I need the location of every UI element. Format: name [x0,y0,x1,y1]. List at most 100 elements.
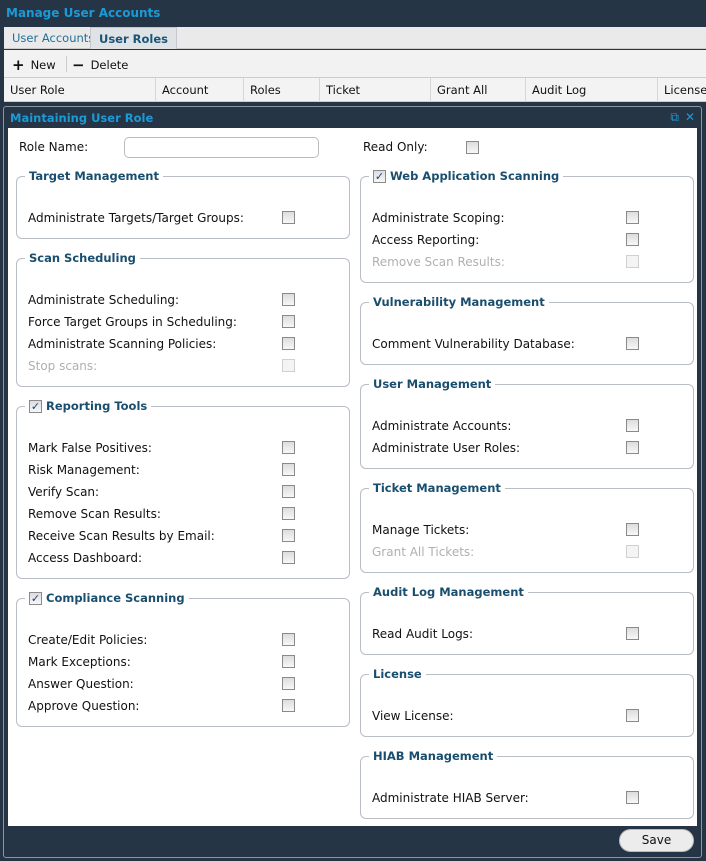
plus-icon: + [12,56,25,74]
permission-label: Administrate User Roles: [372,441,521,455]
column-roles-admin[interactable]: Roles Admin [244,78,320,121]
comment-vulnerability-database-checkbox[interactable] [626,337,639,350]
column-audit-log-management[interactable]: Audit Log Management [526,78,658,121]
administrate-targets-target-groups-checkbox[interactable] [282,211,295,224]
answer-question-checkbox[interactable] [282,677,295,690]
group-title: Vulnerability Management [373,295,545,309]
tab-user-roles[interactable]: User Roles [90,27,177,49]
read-only-checkbox[interactable] [466,141,479,154]
new-button[interactable]: + New [12,56,56,74]
permission-row: Remove Scan Results: [17,503,349,525]
permission-row: Administrate Scheduling: [17,289,349,311]
column-ticket-management[interactable]: Ticket Management [320,78,431,121]
group-legend: Target Management [25,169,163,183]
permission-row: Comment Vulnerability Database: [361,333,693,355]
group-title: Reporting Tools [46,399,148,413]
permission-label: Remove Scan Results: [372,255,505,269]
tab-bar: User Accounts User Roles [4,27,706,49]
permission-row: Administrate User Roles: [361,437,693,459]
permission-row: Administrate Scanning Policies: [17,333,349,355]
administrate-scheduling-checkbox[interactable] [282,293,295,306]
web-application-scanning-group-checkbox[interactable]: ✓ [373,169,386,183]
permission-row: Stop scans: [17,355,349,377]
risk-management-checkbox[interactable] [282,463,295,476]
grant-all-tickets-checkbox [626,545,639,558]
group-legend: Vulnerability Management [369,295,549,309]
access-dashboard-checkbox[interactable] [282,551,295,564]
approve-question-checkbox[interactable] [282,699,295,712]
permission-row: Administrate Targets/Target Groups: [17,207,349,229]
administrate-accounts-checkbox[interactable] [626,419,639,432]
permission-row: Manage Tickets: [361,519,693,541]
close-icon[interactable]: ✕ [684,110,695,124]
verify-scan-checkbox[interactable] [282,485,295,498]
new-label: New [30,58,56,72]
remove-scan-results-checkbox[interactable] [282,507,295,520]
access-reporting-checkbox[interactable] [626,233,639,246]
group-scan-scheduling: Scan Scheduling Administrate Scheduling: F… [16,251,350,387]
reporting-tools-group-checkbox[interactable]: ✓ [29,399,42,413]
group-legend: HIAB Management [369,749,497,763]
restore-icon[interactable]: ⧉ [670,110,679,124]
manage-tickets-checkbox[interactable] [626,523,639,536]
role-name-input[interactable] [124,137,319,158]
permission-label: Administrate Accounts: [372,419,512,433]
permission-label: Mark Exceptions: [28,655,131,669]
right-permission-groups: ✓ Web Application Scanning Administrate Sc… [360,169,694,831]
group-web-application-scanning: ✓ Web Application Scanning Administrate Sc… [360,169,694,283]
create-edit-policies-checkbox[interactable] [282,633,295,646]
permission-row: Risk Management: [17,459,349,481]
dialog-body: Role Name: Read Only: Target Management A… [8,128,697,826]
save-button[interactable]: Save [619,829,694,852]
grid-header: User Role Account Admin Roles Admin Tick… [4,78,706,121]
maintaining-user-role-dialog: Maintaining User Role ⧉ ✕ Role Name: Read… [3,106,702,858]
column-account-admin[interactable]: Account Admin [156,78,244,121]
permission-label: Mark False Positives: [28,441,152,455]
mark-exceptions-checkbox[interactable] [282,655,295,668]
permission-label: Access Reporting: [372,233,480,247]
force-target-groups-in-scheduling-checkbox[interactable] [282,315,295,328]
permission-row: Read Audit Logs: [361,623,693,645]
permission-label: Administrate HIAB Server: [372,791,529,805]
group-title: Scan Scheduling [29,251,136,265]
group-reporting-tools: ✓ Reporting Tools Mark False Positives: Ris… [16,399,350,579]
permission-label: Manage Tickets: [372,523,470,537]
administrate-scoping-checkbox[interactable] [626,211,639,224]
permission-row: Administrate HIAB Server: [361,787,693,809]
read-only-label: Read Only: [363,140,428,154]
delete-label: Delete [90,58,129,72]
receive-scan-results-by-email-checkbox[interactable] [282,529,295,542]
compliance-scanning-group-checkbox[interactable]: ✓ [29,591,42,605]
permission-row: Administrate Scoping: [361,207,693,229]
group-compliance-scanning: ✓ Compliance Scanning Create/Edit Policies… [16,591,350,727]
column-grant-all-tickets[interactable]: Grant All Tickets [431,78,526,121]
permission-row: Administrate Accounts: [361,415,693,437]
administrate-hiab-server-checkbox[interactable] [626,791,639,804]
group-title: User Management [373,377,492,391]
delete-button[interactable]: − Delete [72,56,128,74]
group-title: License [373,667,422,681]
permission-row: Remove Scan Results: [361,251,693,273]
permission-label: Read Audit Logs: [372,627,473,641]
administrate-scanning-policies-checkbox[interactable] [282,337,295,350]
minus-icon: − [72,56,85,74]
left-permission-groups: Target Management Administrate Targets/Ta… [16,169,350,739]
group-title: Web Application Scanning [390,169,560,183]
permission-row: Receive Scan Results by Email: [17,525,349,547]
permission-label: Answer Question: [28,677,134,691]
mark-false-positives-checkbox[interactable] [282,441,295,454]
tab-user-accounts[interactable]: User Accounts [12,31,95,45]
group-legend: User Management [369,377,495,391]
permission-label: Force Target Groups in Scheduling: [28,315,237,329]
permission-row: Grant All Tickets: [361,541,693,563]
toolbar: + New − Delete [4,50,706,78]
read-audit-logs-checkbox[interactable] [626,627,639,640]
column-user-role[interactable]: User Role [4,78,156,102]
view-license-checkbox[interactable] [626,709,639,722]
permission-row: View License: [361,705,693,727]
administrate-user-roles-checkbox[interactable] [626,441,639,454]
permission-label: Risk Management: [28,463,140,477]
permission-label: Administrate Scanning Policies: [28,337,217,351]
column-license[interactable]: License [664,83,706,97]
